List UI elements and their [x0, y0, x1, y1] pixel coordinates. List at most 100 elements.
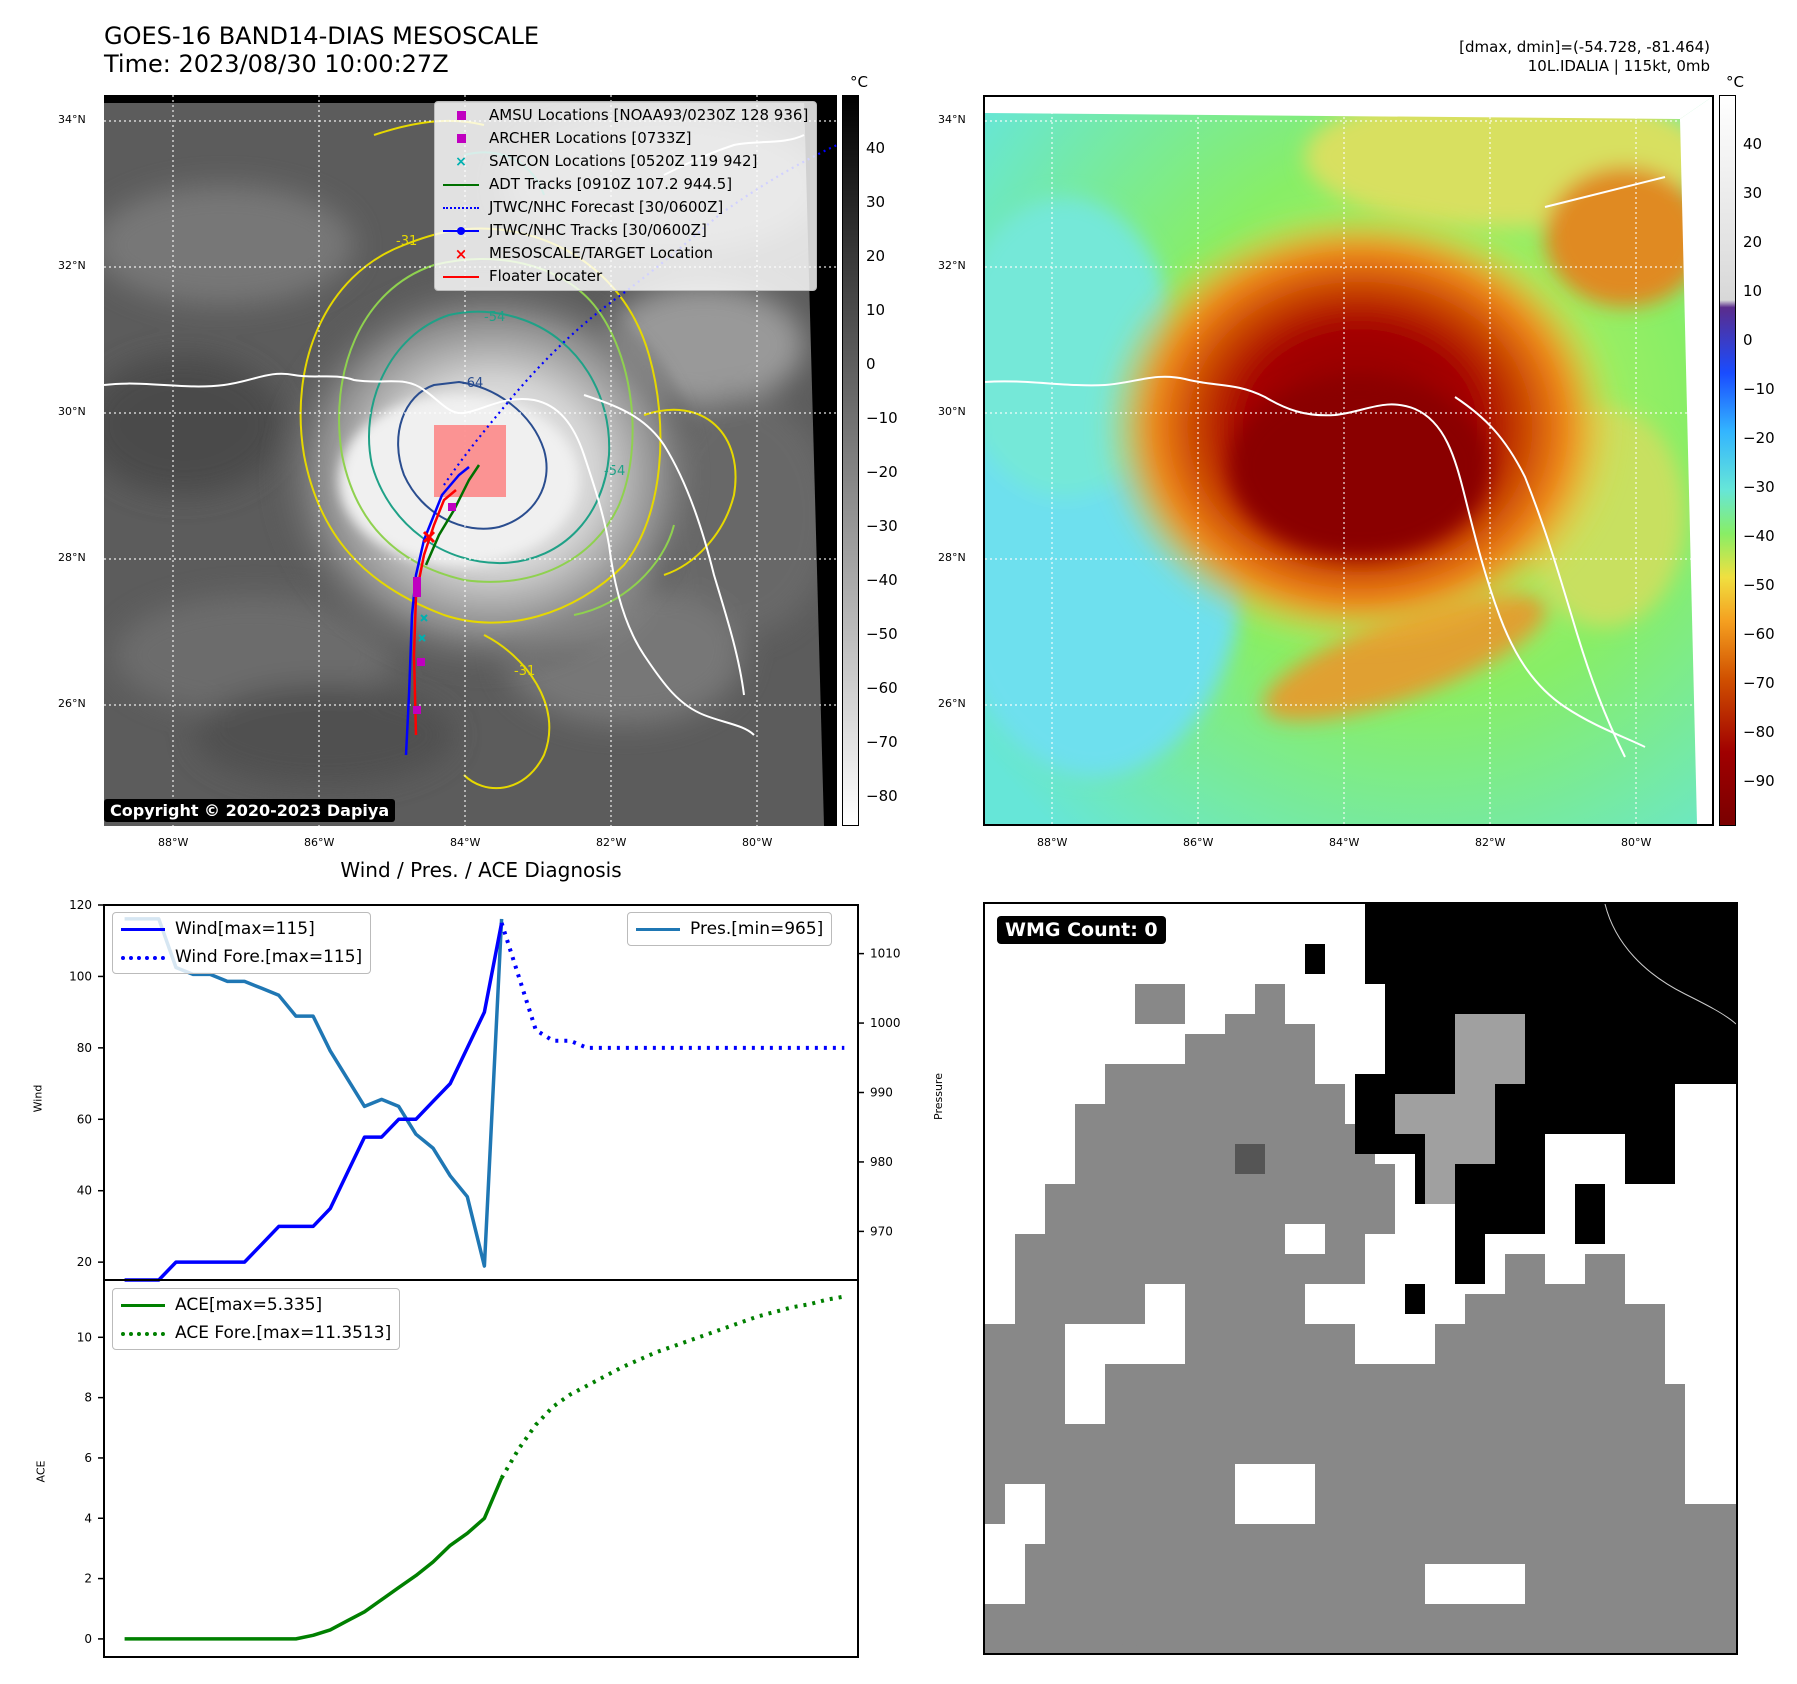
dotted-line-icon [443, 201, 479, 215]
lat-tick: 34°N [938, 113, 966, 126]
lon-tick: 84°W [450, 836, 481, 849]
lat-tick: 28°N [938, 551, 966, 564]
ace-line [124, 1477, 504, 1641]
lon-tick: 82°W [1475, 836, 1506, 849]
line-dot-icon [443, 224, 479, 238]
diagnosis-chart: 20 40 60 80 100 120 970 980 990 1000 1010 0 2 4 6 8 10 [69, 898, 900, 1658]
lat-tick: 32°N [58, 259, 86, 272]
contour-label: -31 [396, 234, 417, 249]
square-marker-icon [443, 109, 479, 123]
lon-tick: 84°W [1329, 836, 1360, 849]
right-enhanced-map [983, 95, 1714, 826]
legend-item-ace: ACE[max=5.335] [121, 1291, 391, 1319]
colorbar-tick: 20 [866, 247, 886, 265]
ace-axis-label: ACE [34, 1460, 48, 1483]
wmg-count-badge: WMG Count: 0 [997, 916, 1166, 944]
pressure-axis-tick-label: 1010 [870, 947, 900, 961]
ace-axis-tick-label: 6 [84, 1451, 92, 1465]
lat-tick: 28°N [58, 551, 86, 564]
colorbar-tick: 20 [1743, 233, 1763, 251]
line-marker-icon [121, 1298, 165, 1312]
legend-item-nhc-tracks: JTWC/NHC Tracks [30/0600Z] [443, 219, 808, 242]
ace-axis-tick-label: 4 [84, 1511, 92, 1525]
colorbar-tick: −40 [866, 571, 898, 589]
legend-label: Pres.[min=965] [690, 919, 824, 939]
ace-axis-tick-label: 2 [84, 1572, 92, 1586]
wind-line [124, 922, 504, 1282]
lon-tick: 88°W [158, 836, 189, 849]
track-legend: AMSU Locations [NOAA93/0230Z 128 936] AR… [434, 101, 818, 291]
legend-label: ARCHER Locations [0733Z] [489, 129, 692, 147]
legend-item-wind-forecast: Wind Fore.[max=115] [121, 943, 362, 971]
wind-axis-tick-label: 60 [77, 1112, 92, 1126]
copyright-label: Copyright © 2020-2023 Dapiya [104, 799, 396, 822]
lon-tick: 86°W [304, 836, 335, 849]
wind-axis-tick-label: 120 [69, 898, 92, 912]
legend-item-floater: Floater Locater [443, 265, 808, 288]
lat-tick: 26°N [938, 697, 966, 710]
target-marker [422, 530, 436, 544]
lon-tick: 86°W [1183, 836, 1214, 849]
legend-item-amsu: AMSU Locations [NOAA93/0230Z 128 936] [443, 104, 808, 127]
lat-tick: 34°N [58, 113, 86, 126]
x-marker-icon: × [455, 153, 467, 170]
pressure-axis-tick-label: 990 [870, 1086, 893, 1100]
floater-track [412, 489, 457, 736]
lat-tick: 30°N [58, 405, 86, 418]
right-map-info: [dmax, dmin]=(-54.728, -81.464) 10L.IDAL… [1290, 38, 1710, 76]
right-colorbar [1719, 95, 1736, 826]
colorbar-tick: −10 [866, 409, 898, 427]
forecast-track [443, 144, 837, 486]
lon-tick: 82°W [596, 836, 627, 849]
line-marker-icon [443, 178, 479, 192]
lat-tick: 26°N [58, 697, 86, 710]
line-marker-icon [636, 922, 680, 936]
wind-axis-tick-label: 100 [69, 969, 92, 983]
ace-panel-frame [103, 1279, 859, 1658]
colorbar-tick: −30 [866, 517, 898, 535]
lon-tick: 88°W [1037, 836, 1068, 849]
left-colorbar [842, 95, 859, 826]
legend-item-wind: Wind[max=115] [121, 915, 362, 943]
colorbar-tick: −80 [866, 787, 898, 805]
dotted-line-icon [121, 1326, 165, 1340]
colorbar-tick: −50 [1743, 576, 1775, 594]
legend-label: SATCON Locations [0520Z 119 942] [489, 152, 758, 170]
legend-item-pressure: Pres.[min=965] [636, 915, 823, 943]
contour-label: -64 [462, 376, 483, 391]
pressure-axis-tick-label: 970 [870, 1224, 893, 1238]
colorbar-tick: 40 [866, 139, 886, 157]
contour-label: -54 [484, 310, 505, 325]
lat-tick: 32°N [938, 259, 966, 272]
left-map-title-line1: GOES-16 BAND14-DIAS MESOSCALE [104, 22, 540, 50]
contour-label: -31 [514, 664, 535, 679]
legend-item-satcon: × SATCON Locations [0520Z 119 942] [443, 150, 808, 173]
colorbar-tick: −80 [1743, 723, 1775, 741]
ace-forecast-line [499, 1294, 845, 1480]
legend-item-archer: ARCHER Locations [0733Z] [443, 127, 808, 150]
colorbar-tick: 30 [1743, 184, 1763, 202]
legend-label: ACE[max=5.335] [175, 1295, 323, 1315]
colorbar-tick: −70 [1743, 674, 1775, 692]
colorbar-tick: −60 [866, 679, 898, 697]
legend-item-adt: ADT Tracks [0910Z 107.2 944.5] [443, 173, 808, 196]
wind-axis-tick-label: 40 [77, 1184, 92, 1198]
colorbar-tick: −90 [1743, 772, 1775, 790]
left-colorbar-ticks: 40 30 20 10 0 −10 −20 −30 −40 −50 −60 −7… [866, 95, 926, 826]
dotted-line-icon [121, 950, 165, 964]
colorbar-tick: 10 [1743, 282, 1763, 300]
colorbar-tick: −20 [866, 463, 898, 481]
colorbar-tick: −70 [866, 733, 898, 751]
contour-label: -54 [604, 464, 625, 479]
line-marker-icon [121, 922, 165, 936]
ace-legend: ACE[max=5.335] ACE Fore.[max=11.3513] [112, 1288, 401, 1350]
colorbar-tick: −10 [1743, 380, 1775, 398]
floater-box [434, 425, 506, 497]
left-map-title: GOES-16 BAND14-DIAS MESOSCALE Time: 2023… [104, 22, 539, 78]
legend-item-target: × MESOSCALE/TARGET Location [443, 242, 808, 265]
pressure-axis-tick-label: 1000 [870, 1016, 900, 1030]
legend-label: JTWC/NHC Tracks [30/0600Z] [489, 221, 707, 239]
colorbar-tick: 0 [866, 355, 876, 373]
legend-item-ace-forecast: ACE Fore.[max=11.3513] [121, 1319, 391, 1347]
legend-item-forecast: JTWC/NHC Forecast [30/0600Z] [443, 196, 808, 219]
